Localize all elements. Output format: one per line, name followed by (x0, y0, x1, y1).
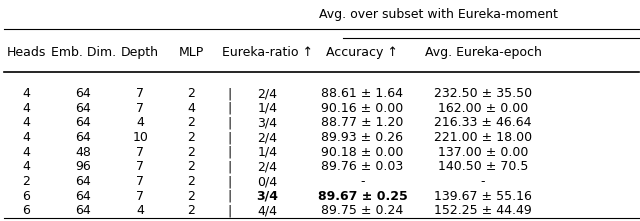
Text: 139.67 ± 55.16: 139.67 ± 55.16 (434, 190, 532, 203)
Text: 89.76 ± 0.03: 89.76 ± 0.03 (321, 160, 404, 173)
Text: |: | (227, 102, 231, 115)
Text: 137.00 ± 0.00: 137.00 ± 0.00 (438, 146, 528, 159)
Text: |: | (227, 160, 231, 173)
Text: 64: 64 (76, 87, 91, 100)
Text: 2/4: 2/4 (257, 87, 277, 100)
Text: 96: 96 (76, 160, 91, 173)
Text: -: - (481, 175, 485, 188)
Text: |: | (227, 116, 231, 129)
Text: Accuracy ↑: Accuracy ↑ (326, 46, 398, 59)
Text: Emb. Dim.: Emb. Dim. (51, 46, 116, 59)
Text: 3/4: 3/4 (256, 190, 278, 203)
Text: Depth: Depth (121, 46, 159, 59)
Text: 90.18 ± 0.00: 90.18 ± 0.00 (321, 146, 404, 159)
Text: 1/4: 1/4 (257, 146, 277, 159)
Text: 4: 4 (22, 116, 30, 129)
Text: 232.50 ± 35.50: 232.50 ± 35.50 (434, 87, 532, 100)
Text: 7: 7 (136, 102, 144, 115)
Text: 2/4: 2/4 (257, 131, 277, 144)
Text: 2: 2 (187, 160, 195, 173)
Text: 4: 4 (22, 87, 30, 100)
Text: |: | (227, 204, 231, 217)
Text: MLP: MLP (179, 46, 204, 59)
Text: 48: 48 (75, 146, 91, 159)
Text: -: - (360, 175, 365, 188)
Text: 2: 2 (22, 175, 30, 188)
Text: 4: 4 (22, 102, 30, 115)
Text: |: | (227, 87, 231, 100)
Text: 2: 2 (187, 204, 195, 217)
Text: 2: 2 (187, 146, 195, 159)
Text: 7: 7 (136, 87, 144, 100)
Text: 88.77 ± 1.20: 88.77 ± 1.20 (321, 116, 404, 129)
Text: Heads: Heads (6, 46, 45, 59)
Text: 4: 4 (22, 146, 30, 159)
Text: 221.00 ± 18.00: 221.00 ± 18.00 (434, 131, 532, 144)
Text: |: | (227, 146, 231, 159)
Text: 7: 7 (136, 175, 144, 188)
Text: 7: 7 (136, 190, 144, 203)
Text: 64: 64 (76, 102, 91, 115)
Text: 7: 7 (136, 146, 144, 159)
Text: 6: 6 (22, 204, 30, 217)
Text: 2: 2 (187, 175, 195, 188)
Text: 2: 2 (187, 116, 195, 129)
Text: 2/4: 2/4 (257, 160, 277, 173)
Text: 89.93 ± 0.26: 89.93 ± 0.26 (321, 131, 403, 144)
Text: Avg. over subset with Eureka-moment: Avg. over subset with Eureka-moment (319, 8, 558, 21)
Text: 4: 4 (22, 131, 30, 144)
Text: 7: 7 (136, 160, 144, 173)
Text: 64: 64 (76, 175, 91, 188)
Text: 4: 4 (22, 160, 30, 173)
Text: |: | (227, 190, 231, 203)
Text: 0/4: 0/4 (257, 175, 277, 188)
Text: 1/4: 1/4 (257, 102, 277, 115)
Text: 162.00 ± 0.00: 162.00 ± 0.00 (438, 102, 528, 115)
Text: 152.25 ± 44.49: 152.25 ± 44.49 (434, 204, 532, 217)
Text: 4/4: 4/4 (257, 204, 277, 217)
Text: 2: 2 (187, 87, 195, 100)
Text: Avg. Eureka-epoch: Avg. Eureka-epoch (424, 46, 541, 59)
Text: 3/4: 3/4 (257, 116, 277, 129)
Text: 89.75 ± 0.24: 89.75 ± 0.24 (321, 204, 404, 217)
Text: 88.61 ± 1.64: 88.61 ± 1.64 (321, 87, 403, 100)
Text: Eureka-ratio ↑: Eureka-ratio ↑ (221, 46, 313, 59)
Text: 2: 2 (187, 131, 195, 144)
Text: 64: 64 (76, 190, 91, 203)
Text: 4: 4 (187, 102, 195, 115)
Text: 64: 64 (76, 131, 91, 144)
Text: 6: 6 (22, 190, 30, 203)
Text: 64: 64 (76, 204, 91, 217)
Text: 140.50 ± 70.5: 140.50 ± 70.5 (438, 160, 528, 173)
Text: 4: 4 (136, 204, 144, 217)
Text: 216.33 ± 46.64: 216.33 ± 46.64 (435, 116, 532, 129)
Text: 10: 10 (132, 131, 148, 144)
Text: 89.67 ± 0.25: 89.67 ± 0.25 (317, 190, 407, 203)
Text: 90.16 ± 0.00: 90.16 ± 0.00 (321, 102, 404, 115)
Text: 4: 4 (136, 116, 144, 129)
Text: 64: 64 (76, 116, 91, 129)
Text: |: | (227, 131, 231, 144)
Text: |: | (227, 175, 231, 188)
Text: 2: 2 (187, 190, 195, 203)
